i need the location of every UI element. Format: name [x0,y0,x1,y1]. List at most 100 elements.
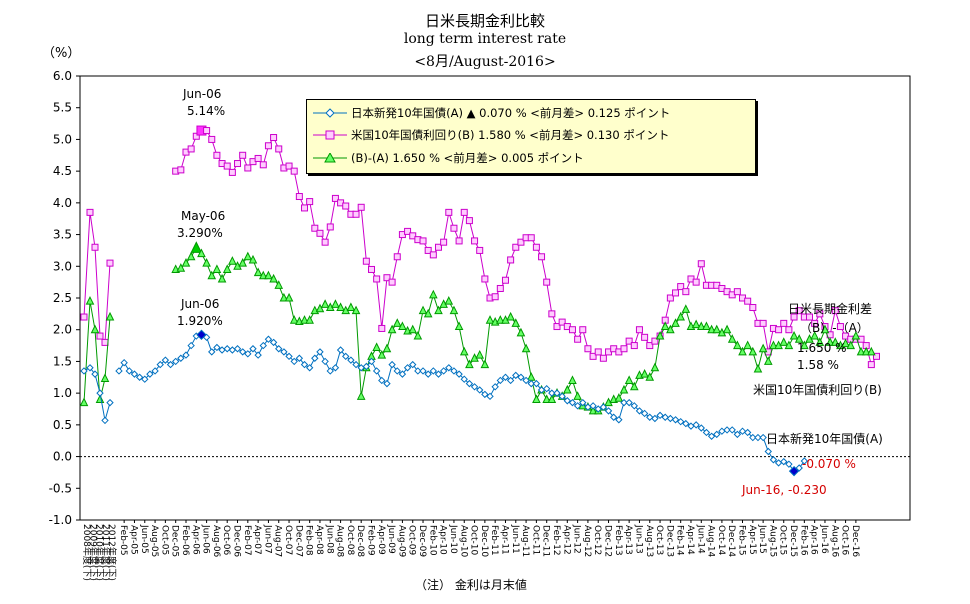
triangle-marker-icon [313,153,347,163]
japan-monthly-point [661,413,669,421]
us-monthly-point [476,246,484,254]
spread-monthly-point [444,296,454,305]
spread-monthly-point [511,318,521,327]
spread-peak-date: May-06 [181,209,226,223]
us-annual-point [91,243,99,251]
spread-monthly-point [181,257,191,267]
x-tick-label: Jun-13 [633,524,643,554]
spread-monthly-point [485,315,495,324]
spread-monthly-point [305,315,314,324]
us-monthly-point [651,337,659,345]
spread-monthly-point [650,362,660,372]
spread-monthly-point [356,391,366,400]
japan-monthly-point [589,402,597,410]
japan-monthly-point [228,346,237,354]
spread-monthly-point [258,270,268,280]
us-monthly-point [409,232,417,240]
x-tick-label: Dec-15 [788,525,798,557]
us-monthly-point [682,288,690,296]
spread-monthly-point [800,340,809,350]
us-monthly-point [517,238,525,246]
spread-monthly-point [867,346,876,356]
japan-monthly-point [275,345,283,353]
spread-monthly-point [496,315,505,324]
japan-annual-point [91,370,99,378]
x-tick-label: Feb-08 [304,525,314,556]
us-monthly-point [527,234,535,242]
spread-monthly-point [423,308,433,318]
japan-monthly-point [223,345,231,353]
us-monthly-point [192,132,200,140]
japan-monthly-point [326,367,334,375]
x-tick-label: Dec-07 [293,525,303,557]
x-tick-label: Jun-12 [572,524,582,554]
spread-annual-point [90,324,100,334]
spread-monthly-point [733,340,742,350]
japan-monthly-point [424,370,432,378]
chart-date: <8月/August-2016> [414,54,556,70]
us-monthly-point [228,168,236,176]
japan-monthly-point [671,416,680,424]
y-tick-label: -1.0 [49,513,72,527]
us-monthly-point [177,166,185,174]
japan-monthly-point [651,414,659,423]
us-monthly-point [630,342,638,350]
japan-monthly-point [187,341,195,350]
us-monthly-point [404,227,412,235]
us-monthly-point [331,194,339,202]
us-peak-value: 5.14% [187,104,226,118]
spread-monthly-point [568,375,577,384]
japan-monthly-point [166,360,175,369]
x-tick-label: Apr-10 [438,525,448,555]
us-monthly-point [733,288,741,296]
legend: 日本新発10年国債(A) ▲ 0.070 % <前月差> 0.125 ポイント … [306,99,756,174]
us-monthly-point [579,326,587,334]
us-annual-point [80,313,88,321]
us-monthly-point [538,253,546,261]
spread-monthly-point [825,337,835,346]
spread-monthly-point [289,315,299,324]
y-tick-label: 2.0 [53,323,72,337]
spread-monthly-point [228,256,237,265]
us-monthly-point [749,304,757,312]
spread-monthly-point [315,303,325,313]
spread-monthly-point [563,384,572,394]
japan-monthly-point [728,426,736,434]
x-tick-label: Feb-06 [180,525,190,556]
japan-monthly-point [733,430,742,439]
japan-monthly-point [788,465,800,477]
x-tick-label-annual: 2008年度(下) [81,524,93,581]
x-tick-label: Apr-08 [314,525,324,555]
x-tick-label-annual: 2010年度(下) [94,524,106,581]
us-monthly-point [594,348,602,356]
japan-annual-point [96,389,104,397]
spread-monthly-point [815,337,825,346]
spread-monthly-point [392,318,402,327]
spread-monthly-point [789,330,799,340]
japan-monthly-point [506,376,515,385]
japan-monthly-point [300,360,309,369]
japan-monthly-point [476,386,484,394]
japan-monthly-point [311,354,319,362]
japan-monthly-point [383,379,391,388]
us-annual-point [96,332,104,340]
japan-monthly-point [470,383,479,391]
us-monthly-point [831,307,839,315]
japan-monthly-point [285,352,293,361]
x-tick-label-annual: 2011年度(下) [100,524,112,581]
us-monthly-point [321,238,329,246]
us-monthly-point [790,313,798,321]
spread-monthly-point [712,324,722,334]
japan-monthly-point [177,354,185,362]
us-monthly-point [795,307,803,315]
y-axis-unit: （%） [42,46,81,61]
japan-monthly-point [676,417,685,426]
us-monthly-point [816,310,824,318]
spread-current-value: 1.650 % [797,341,847,355]
x-tick-label: Jun-06 [201,524,211,554]
spread-monthly-point [284,292,294,302]
us-monthly-point [543,278,551,286]
spread-monthly-point [398,321,407,331]
japan-monthly-point [625,398,633,407]
x-tick-label: Aug-10 [458,525,468,558]
